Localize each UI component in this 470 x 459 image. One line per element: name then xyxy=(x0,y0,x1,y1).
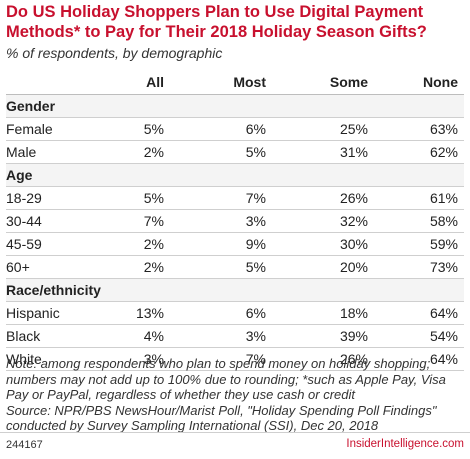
cell-most: 7% xyxy=(245,190,266,206)
table-row: Male 2% 5% 31% 62% xyxy=(6,141,464,164)
group-label: Age xyxy=(6,167,33,183)
cell-all: 2% xyxy=(143,144,164,160)
row-label: 30-44 xyxy=(6,213,42,229)
row-label: Hispanic xyxy=(6,305,60,321)
column-header-some: Some xyxy=(329,74,368,90)
note-text: Note: among respondents who plan to spen… xyxy=(6,356,446,402)
cell-none: 54% xyxy=(429,328,458,344)
cell-none: 62% xyxy=(429,144,458,160)
cell-some: 30% xyxy=(339,236,368,252)
cell-some: 26% xyxy=(339,351,368,367)
chart-notes: Note: among respondents who plan to spen… xyxy=(6,356,466,434)
cell-none: 64% xyxy=(429,305,458,321)
cell-none: 58% xyxy=(429,213,458,229)
table-row: 45-59 2% 9% 30% 59% xyxy=(6,233,464,256)
group-label: Race/ethnicity xyxy=(6,282,101,298)
table-row: 18-29 5% 7% 26% 61% xyxy=(6,187,464,210)
cell-none: 73% xyxy=(429,259,458,275)
cell-all: 2% xyxy=(143,259,164,275)
column-header-most: Most xyxy=(233,74,266,90)
row-label: Female xyxy=(6,121,53,137)
cell-none: 61% xyxy=(429,190,458,206)
table-row: White 3% 7% 26% 64% xyxy=(6,348,464,371)
source-text: Source: NPR/PBS NewsHour/Marist Poll, "H… xyxy=(6,402,437,434)
cell-some: 26% xyxy=(339,190,368,206)
cell-most: 3% xyxy=(245,328,266,344)
table-row: Hispanic 13% 6% 18% 64% xyxy=(6,302,464,325)
cell-most: 9% xyxy=(245,236,266,252)
cell-most: 5% xyxy=(245,144,266,160)
row-label: Black xyxy=(6,328,41,344)
cell-most: 6% xyxy=(245,121,266,137)
cell-most: 3% xyxy=(245,213,266,229)
table-header: All Most Some None xyxy=(6,66,464,95)
table-row: 60+ 2% 5% 20% 73% xyxy=(6,256,464,279)
cell-some: 32% xyxy=(339,213,368,229)
row-label: Male xyxy=(6,144,37,160)
cell-some: 20% xyxy=(339,259,368,275)
chart-title: Do US Holiday Shoppers Plan to Use Digit… xyxy=(6,3,427,41)
cell-all: 3% xyxy=(143,351,164,367)
table-row: 30-44 7% 3% 32% 58% xyxy=(6,210,464,233)
footer: 244167 InsiderIntelligence.com xyxy=(0,432,470,459)
cell-all: 13% xyxy=(135,305,164,321)
group-header-row: Gender xyxy=(6,95,464,118)
cell-none: 63% xyxy=(429,121,458,137)
chart-id: 244167 xyxy=(6,439,43,451)
group-label: Gender xyxy=(6,98,56,114)
table-body: Gender Female 5% 6% 25% 63% Male 2% 5% 31% 62% Age 1… xyxy=(6,95,464,371)
group-header-row: Age xyxy=(6,164,464,187)
table-row: Female 5% 6% 25% 63% xyxy=(6,118,464,141)
cell-all: 5% xyxy=(143,121,164,137)
row-label: White xyxy=(6,351,42,367)
row-label: 45-59 xyxy=(6,236,42,252)
cell-all: 7% xyxy=(143,213,164,229)
row-label: 60+ xyxy=(6,259,30,275)
cell-all: 2% xyxy=(143,236,164,252)
cell-all: 4% xyxy=(143,328,164,344)
row-label: 18-29 xyxy=(6,190,42,206)
table-row: Black 4% 3% 39% 54% xyxy=(6,325,464,348)
cell-some: 25% xyxy=(339,121,368,137)
cell-all: 5% xyxy=(143,190,164,206)
cell-some: 39% xyxy=(339,328,368,344)
cell-some: 18% xyxy=(339,305,368,321)
cell-most: 7% xyxy=(245,351,266,367)
chart-subtitle: % of respondents, by demographic xyxy=(6,45,223,61)
cell-most: 6% xyxy=(245,305,266,321)
column-header-none: None xyxy=(423,74,458,90)
column-header-all: All xyxy=(146,74,164,90)
brand-link[interactable]: InsiderIntelligence.com xyxy=(346,438,464,450)
group-header-row: Race/ethnicity xyxy=(6,279,464,302)
cell-some: 31% xyxy=(339,144,368,160)
cell-none: 59% xyxy=(429,236,458,252)
data-table: All Most Some None Gender Female 5% 6% 25% 63… xyxy=(6,66,464,371)
cell-most: 5% xyxy=(245,259,266,275)
cell-none: 64% xyxy=(429,351,458,367)
